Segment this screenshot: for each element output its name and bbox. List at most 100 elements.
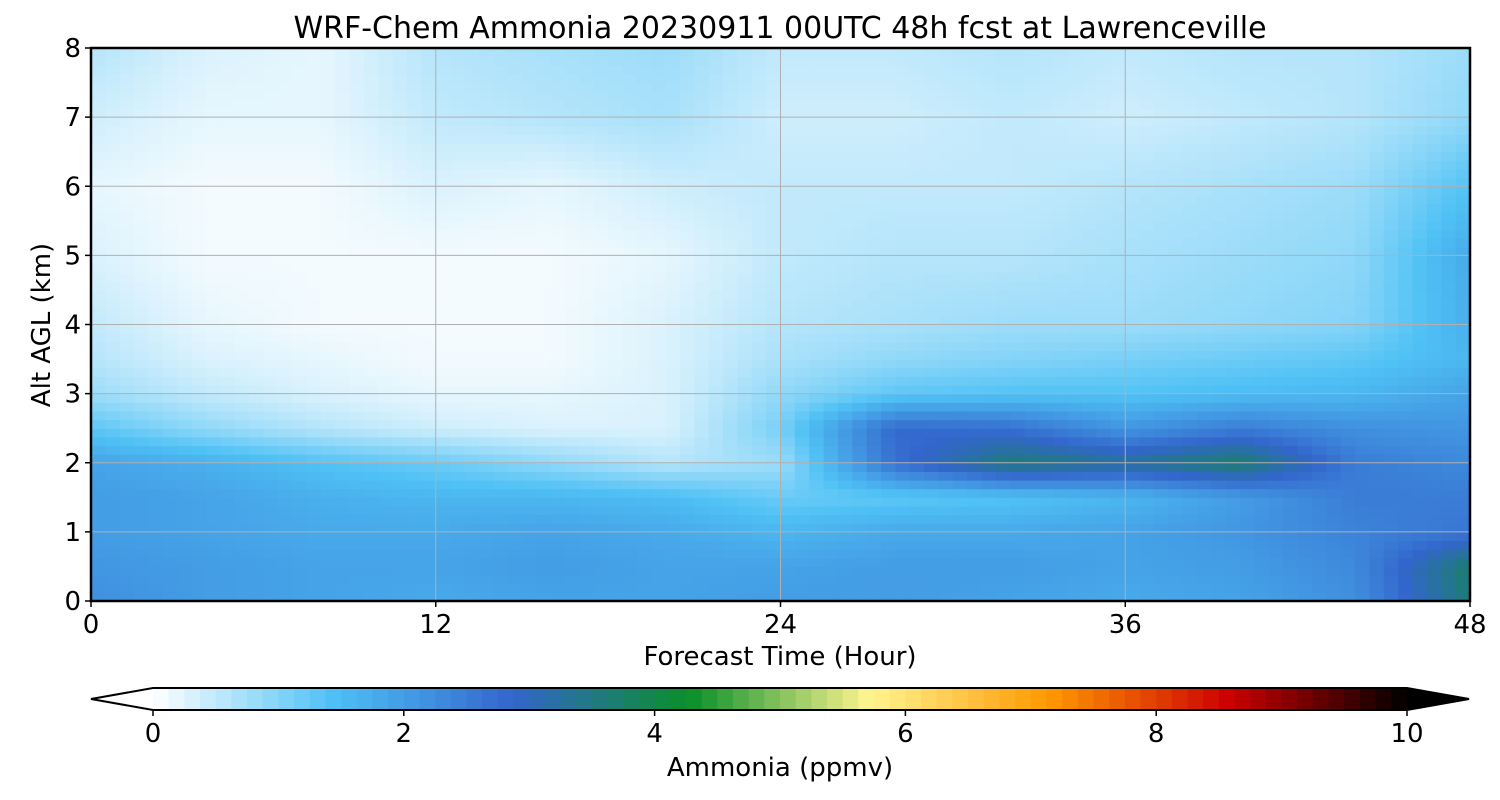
heatmap-cell xyxy=(608,220,624,231)
heatmap-cell xyxy=(507,419,523,429)
heatmap-cell xyxy=(119,462,135,472)
heatmap-cell xyxy=(277,428,293,438)
heatmap-cell xyxy=(708,531,724,542)
heatmap-cell xyxy=(995,289,1011,300)
heatmap-cell xyxy=(1110,393,1126,403)
heatmap-cell xyxy=(105,289,121,300)
heatmap-cell xyxy=(1067,143,1083,153)
heatmap-cell xyxy=(220,315,236,326)
heatmap-cell xyxy=(852,298,868,308)
heatmap-cell xyxy=(349,125,365,136)
heatmap-cell xyxy=(162,549,178,559)
heatmap-cell xyxy=(1125,566,1141,576)
heatmap-cell xyxy=(191,505,207,516)
heatmap-cell xyxy=(622,194,638,205)
heatmap-cell xyxy=(737,194,753,205)
heatmap-cell xyxy=(320,359,336,369)
heatmap-cell xyxy=(837,445,853,455)
heatmap-cell xyxy=(320,307,336,317)
heatmap-cell xyxy=(306,497,322,507)
heatmap-cell xyxy=(967,402,983,412)
heatmap-cell xyxy=(780,367,796,377)
heatmap-cell xyxy=(881,359,897,369)
heatmap-cell xyxy=(378,229,394,239)
heatmap-cell xyxy=(1067,428,1083,438)
heatmap-cell xyxy=(1082,194,1098,205)
heatmap-cell xyxy=(277,592,293,601)
heatmap-cell xyxy=(521,65,537,75)
heatmap-cell xyxy=(1039,203,1055,213)
heatmap-cell xyxy=(292,557,308,568)
heatmap-cell xyxy=(636,531,652,542)
heatmap-cell xyxy=(1153,376,1169,386)
heatmap-cell xyxy=(536,177,552,187)
heatmap-cell xyxy=(392,186,408,196)
heatmap-cell xyxy=(148,134,164,144)
heatmap-cell xyxy=(306,73,322,84)
heatmap-cell xyxy=(1024,168,1040,179)
heatmap-cell xyxy=(335,583,351,593)
heatmap-cell xyxy=(464,272,480,282)
heatmap-cell xyxy=(1096,592,1112,601)
heatmap-cell xyxy=(809,134,825,144)
heatmap-cell xyxy=(450,341,466,352)
heatmap-cell xyxy=(651,298,667,308)
heatmap-cell xyxy=(105,48,121,58)
heatmap-cell xyxy=(550,592,566,601)
heatmap-cell xyxy=(464,298,480,308)
heatmap-cell xyxy=(162,359,178,369)
heatmap-cell xyxy=(636,203,652,213)
heatmap-cell xyxy=(234,255,250,265)
heatmap-cell xyxy=(766,168,782,179)
heatmap-cell xyxy=(823,82,839,92)
heatmap-cell xyxy=(536,298,552,308)
heatmap-cell xyxy=(938,91,954,101)
heatmap-cell xyxy=(91,523,106,533)
heatmap-cell xyxy=(407,376,422,386)
heatmap-cell xyxy=(780,402,796,412)
heatmap-cell xyxy=(794,91,810,101)
heatmap-cell xyxy=(119,359,135,369)
heatmap-cell xyxy=(593,540,609,550)
heatmap-cell xyxy=(938,367,954,377)
heatmap-cell xyxy=(1168,315,1184,326)
heatmap-cell xyxy=(292,488,308,498)
heatmap-cell xyxy=(378,505,394,516)
heatmap-cell xyxy=(392,531,408,542)
heatmap-cell xyxy=(694,194,710,205)
heatmap-cell xyxy=(1125,402,1141,412)
heatmap-cell xyxy=(320,264,336,274)
heatmap-cell xyxy=(608,56,624,66)
heatmap-cell xyxy=(493,462,509,472)
heatmap-cell xyxy=(91,393,106,403)
heatmap-cell xyxy=(952,480,968,490)
heatmap-cell xyxy=(1197,462,1213,472)
heatmap-cell xyxy=(134,264,150,274)
heatmap-cell xyxy=(622,592,638,601)
heatmap-cell xyxy=(1082,168,1098,179)
heatmap-cell xyxy=(1168,359,1184,369)
heatmap-cell xyxy=(335,65,351,75)
heatmap-cell xyxy=(1082,471,1098,481)
heatmap-cell xyxy=(723,566,738,576)
heatmap-cell xyxy=(593,134,609,144)
heatmap-cell xyxy=(608,575,624,585)
heatmap-cell xyxy=(981,497,997,507)
heatmap-cell xyxy=(809,91,825,101)
heatmap-cell xyxy=(234,99,250,110)
heatmap-cell xyxy=(464,471,480,481)
heatmap-cell xyxy=(421,384,437,395)
heatmap-cell xyxy=(837,523,853,533)
heatmap-cell xyxy=(823,151,839,161)
heatmap-cell xyxy=(751,281,767,291)
heatmap-cell xyxy=(565,48,580,58)
heatmap-cell xyxy=(866,333,882,343)
heatmap-cell xyxy=(1082,65,1098,75)
heatmap-cell xyxy=(162,229,178,239)
heatmap-cell xyxy=(981,384,997,395)
heatmap-cell xyxy=(1082,134,1098,144)
heatmap-cell xyxy=(565,82,580,92)
heatmap-cell xyxy=(105,298,121,308)
heatmap-cell xyxy=(162,384,178,395)
heatmap-cell xyxy=(1197,471,1213,481)
